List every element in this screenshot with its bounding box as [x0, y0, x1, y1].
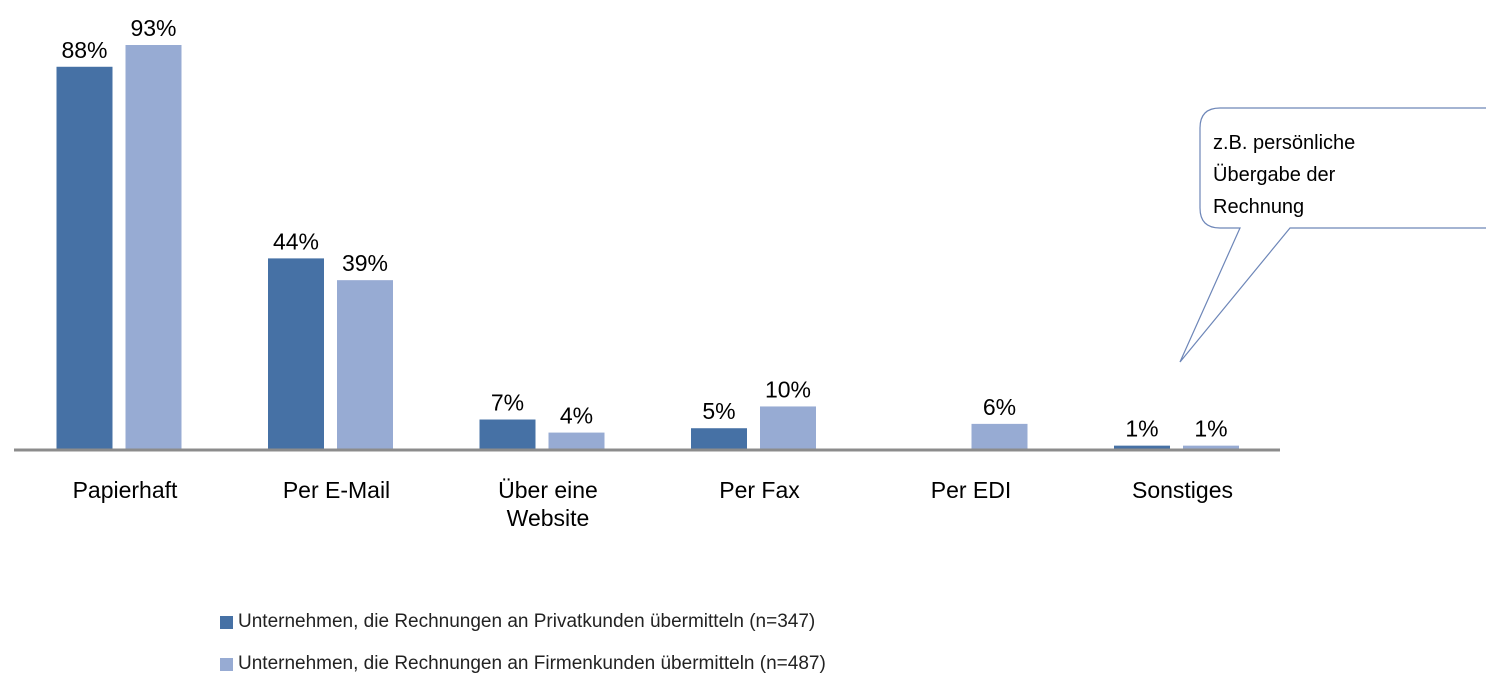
x-tick-label: Per EDI [930, 477, 1012, 503]
x-tick-label: Sonstiges [1131, 477, 1233, 503]
value-label: 4% [560, 403, 593, 429]
x-tick-label: Per E-Mail [282, 477, 391, 503]
x-tick-label: Papierhaft [72, 477, 178, 503]
value-label: 7% [491, 390, 524, 416]
bar [971, 423, 1028, 450]
bar [56, 66, 113, 450]
value-label: 5% [702, 398, 735, 424]
bar [760, 406, 816, 450]
callout-text: z.B. persönliche Übergabe der Rechnung [1213, 132, 1356, 218]
value-label: 44% [273, 228, 319, 254]
legend-item: Unternehmen, die Rechnungen an Firmenkun… [220, 653, 826, 675]
legend-item: Unternehmen, die Rechnungen an Privatkun… [220, 611, 815, 633]
bar [125, 45, 182, 450]
bar [691, 428, 747, 450]
value-label: 39% [342, 250, 388, 276]
callout-bubble [1179, 107, 1486, 363]
legend-label: Unternehmen, die Rechnungen an Privatkun… [238, 611, 816, 632]
bar [268, 258, 324, 450]
bar [1114, 445, 1170, 450]
bar [337, 280, 393, 450]
value-label: 88% [61, 37, 107, 63]
x-tick-label: Per Fax [719, 477, 800, 503]
value-label: 1% [1125, 416, 1158, 442]
value-label: 6% [983, 394, 1016, 420]
legend-swatch [220, 657, 233, 671]
bar [548, 432, 605, 450]
value-label: 93% [130, 15, 176, 41]
legend-label: Unternehmen, die Rechnungen an Firmenkun… [238, 653, 826, 674]
value-label: 1% [1194, 416, 1227, 442]
legend-swatch [220, 615, 233, 629]
value-label: 10% [765, 376, 811, 402]
bar [479, 419, 536, 450]
x-tick-label: Über eine Website [498, 477, 598, 531]
bar [1183, 445, 1239, 450]
